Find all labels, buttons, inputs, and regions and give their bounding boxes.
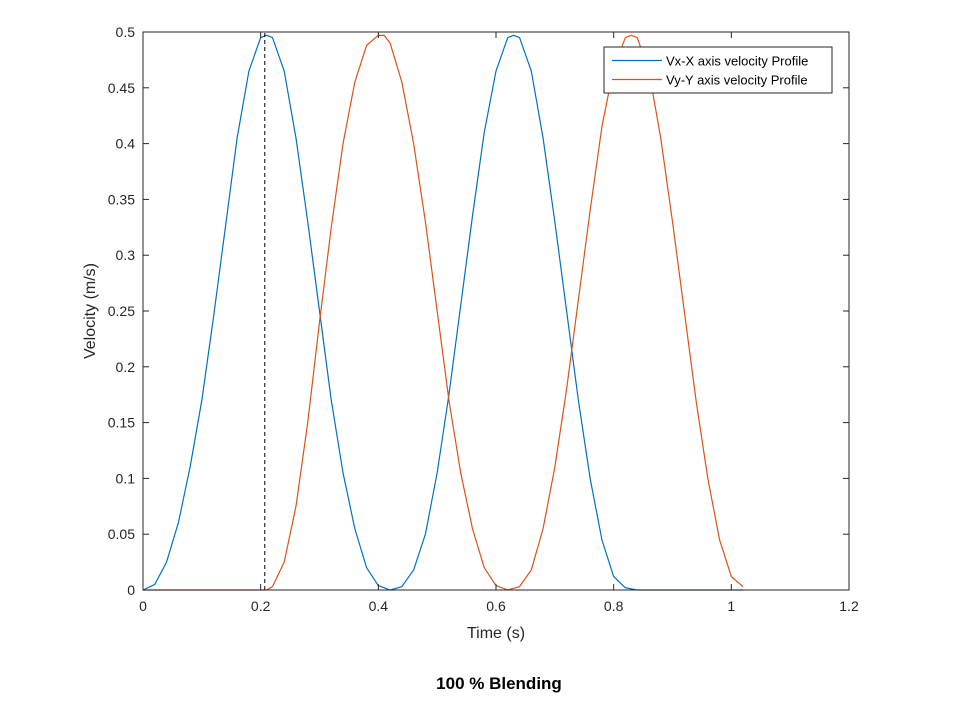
y-tick-label: 0.35 (108, 191, 135, 207)
x-tick-label: 0.2 (251, 598, 271, 614)
y-tick-label: 0.2 (116, 359, 136, 375)
figure-caption: 100 % Blending (436, 674, 562, 693)
series-line-vx (142, 34, 744, 591)
legend-entry-label: Vy-Y axis velocity Profile (666, 73, 808, 88)
axes: 0 0.2 0.4 0.6 0.8 1 1.2 0 0.05 0.1 0.15 0.2 0.25 0.3 0… (108, 24, 859, 614)
y-tick-label: 0.05 (108, 526, 135, 542)
x-tick-label: 1 (727, 598, 735, 614)
y-tick-label: 0.5 (116, 24, 136, 40)
plot-area (142, 32, 849, 591)
y-tick-label: 0.45 (108, 80, 135, 96)
legend-entry-label: Vx-X axis velocity Profile (666, 54, 808, 69)
x-tick-label: 0.8 (604, 598, 624, 614)
x-tick-label: 0 (139, 598, 147, 614)
y-tick-label: 0.25 (108, 303, 135, 319)
y-tick-label: 0.1 (116, 470, 136, 486)
legend: Vx-X axis velocity Profile Vy-Y axis velo… (603, 46, 833, 94)
y-tick-label: 0.4 (116, 136, 136, 152)
plot-background (143, 32, 849, 590)
x-tick-label: 0.6 (486, 598, 506, 614)
x-tick-label: 1.2 (839, 598, 859, 614)
y-tick-label: 0.15 (108, 415, 135, 431)
x-tick-label: 0.4 (369, 598, 389, 614)
legend-box (603, 46, 833, 94)
x-axis-label: Time (s) (467, 625, 525, 642)
y-tick-label: 0 (127, 582, 135, 598)
y-tick-label: 0.3 (116, 247, 136, 263)
y-axis-label: Velocity (m/s) (82, 263, 99, 359)
